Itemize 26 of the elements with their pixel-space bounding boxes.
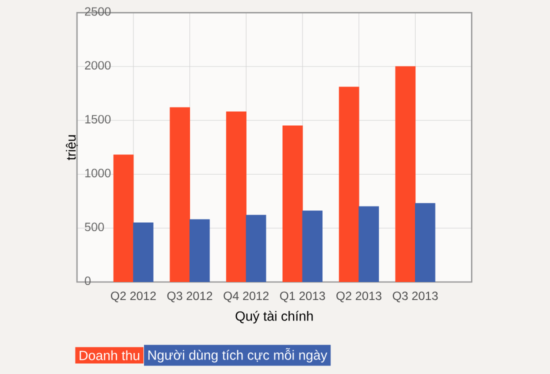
bar	[113, 154, 134, 282]
bar	[358, 206, 379, 282]
bar	[226, 112, 246, 282]
y-tick-label: 500	[84, 222, 104, 232]
bar	[282, 126, 303, 282]
bar	[415, 203, 436, 282]
y-tick-label: 2000	[84, 61, 111, 70]
bar	[189, 219, 210, 282]
bar	[395, 66, 416, 282]
x-tick-label: Q3 2012	[167, 292, 212, 302]
x-tick-label: Q3 2013	[392, 292, 438, 302]
text: Người dùng tích cực mỗi ngày	[148, 348, 328, 362]
bar	[302, 210, 323, 282]
x-tick-label: Q4 2012	[224, 292, 269, 302]
text: Doanh thu	[80, 350, 140, 360]
bar	[133, 222, 154, 282]
y-axis-title: triệu	[66, 135, 78, 160]
y-tick-label: 1500	[85, 114, 111, 124]
x-tick-label: Q2 2013	[336, 292, 382, 302]
x-axis-title: Quý tài chính	[236, 310, 313, 324]
bar	[338, 86, 360, 282]
y-tick-label: 1000	[85, 168, 111, 178]
bar	[246, 214, 266, 282]
x-tick-label: Q1 2013	[280, 292, 325, 302]
x-tick-label: Q2 2012	[110, 292, 156, 302]
bar	[170, 107, 190, 282]
